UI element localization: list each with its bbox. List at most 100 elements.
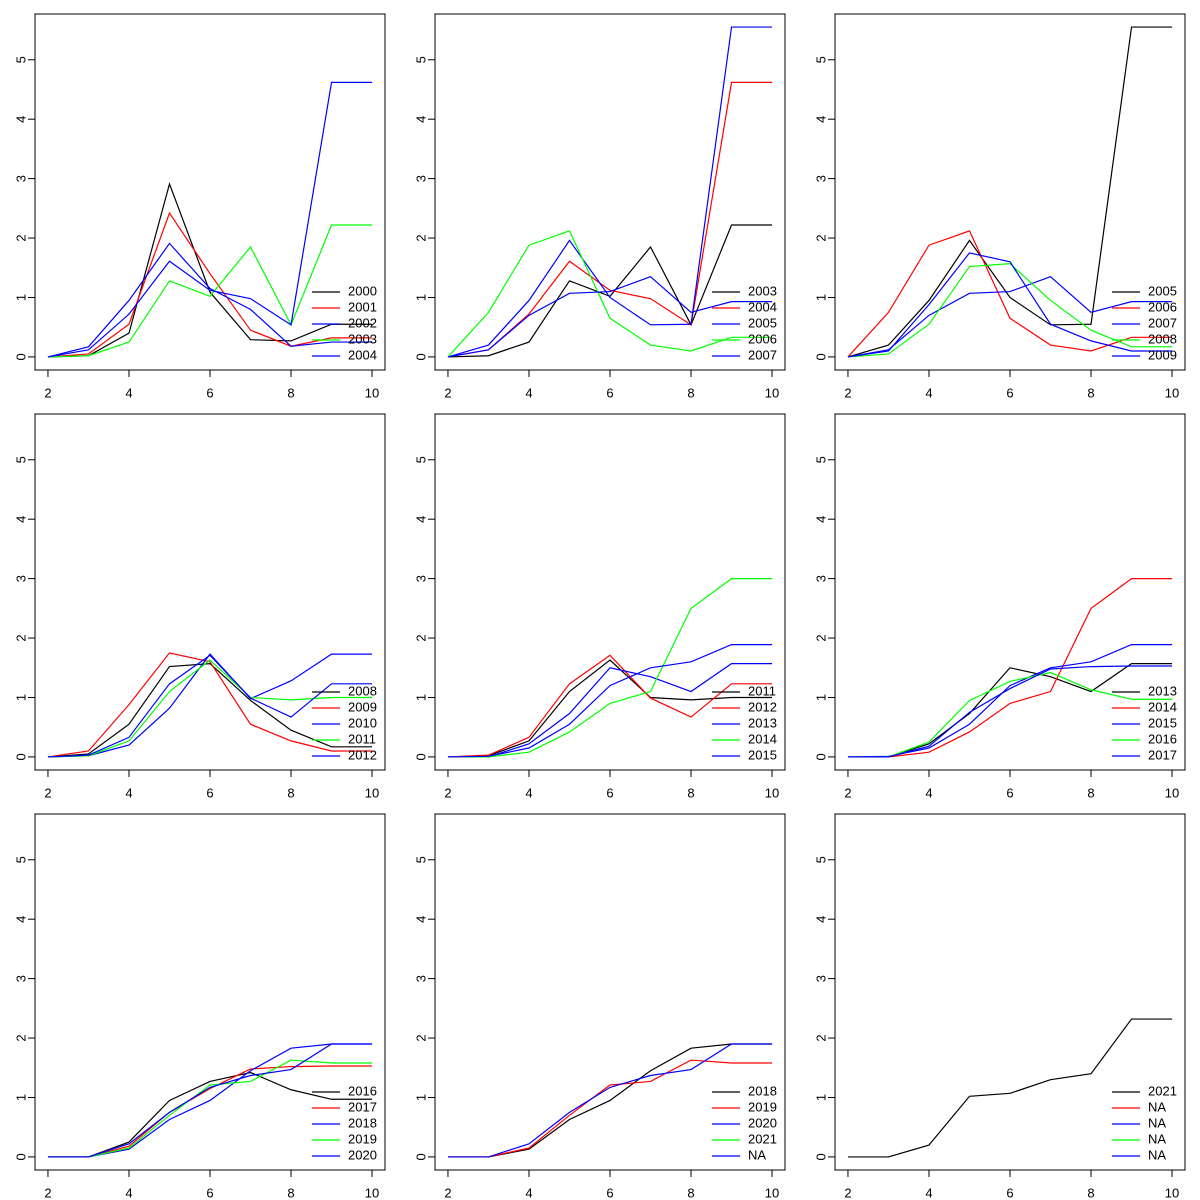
series-line <box>447 81 773 358</box>
legend-label: 2011 <box>748 683 776 698</box>
x-tick-label: 4 <box>925 385 932 400</box>
series-line <box>47 652 373 758</box>
series-line <box>447 643 773 758</box>
series-line <box>447 1043 773 1158</box>
x-tick-label: 6 <box>206 385 213 400</box>
x-tick-label: 8 <box>287 785 294 800</box>
legend-label: NA <box>1148 1147 1166 1162</box>
x-tick-label: 2 <box>444 385 451 400</box>
series-line <box>47 1059 373 1158</box>
legend-label: 2017 <box>1148 747 1177 762</box>
y-tick-label: 4 <box>813 916 828 923</box>
y-tick-label: 2 <box>13 1034 28 1041</box>
legend-label: 2003 <box>348 331 377 346</box>
series-line <box>47 1043 373 1158</box>
series-line <box>847 26 1173 358</box>
x-tick-label: 8 <box>1087 1185 1094 1200</box>
x-tick-label: 6 <box>606 785 613 800</box>
plot-box <box>434 413 786 771</box>
legend-label: 2004 <box>348 347 377 362</box>
y-tick-label: 3 <box>413 175 428 182</box>
y-tick-label: 5 <box>13 56 28 63</box>
x-tick-label: 10 <box>1165 785 1179 800</box>
series-line <box>47 182 373 358</box>
x-tick-label: 6 <box>1006 385 1013 400</box>
x-tick-label: 6 <box>1006 785 1013 800</box>
y-tick-label: 3 <box>413 975 428 982</box>
series-line <box>47 1065 373 1158</box>
legend-label: 2021 <box>1148 1083 1177 1098</box>
x-tick-label: 4 <box>125 785 132 800</box>
series-line <box>847 671 1173 758</box>
y-tick-label: 2 <box>413 634 428 641</box>
series-line <box>47 654 373 758</box>
series-line <box>447 659 773 758</box>
y-tick-label: 2 <box>813 1034 828 1041</box>
series-line <box>447 224 773 358</box>
series-line <box>847 262 1173 358</box>
x-tick-label: 10 <box>1165 1185 1179 1200</box>
legend-label: 2006 <box>748 331 777 346</box>
y-tick-label: 2 <box>813 634 828 641</box>
y-tick-label: 4 <box>13 916 28 923</box>
y-tick-label: 0 <box>813 1153 828 1160</box>
y-tick-label: 3 <box>13 175 28 182</box>
series-line <box>447 663 773 758</box>
legend-label: 2015 <box>748 747 777 762</box>
plot-box <box>834 13 1186 371</box>
y-tick-label: 2 <box>13 634 28 641</box>
y-tick-label: 1 <box>813 1094 828 1101</box>
series-line <box>47 653 373 758</box>
x-tick-label: 10 <box>765 785 779 800</box>
y-tick-label: 2 <box>813 234 828 241</box>
plot-box <box>834 813 1186 1171</box>
series-line <box>47 211 373 358</box>
x-tick-label: 4 <box>925 785 932 800</box>
x-tick-label: 8 <box>1087 785 1094 800</box>
x-tick-label: 6 <box>1006 1185 1013 1200</box>
x-tick-label: 8 <box>687 785 694 800</box>
x-tick-label: 10 <box>1165 385 1179 400</box>
y-tick-label: 3 <box>413 575 428 582</box>
legend-label: 2005 <box>748 315 777 330</box>
series-line <box>847 663 1173 758</box>
series-line <box>47 659 373 758</box>
y-tick-label: 0 <box>413 353 428 360</box>
legend-label: 2011 <box>348 731 376 746</box>
y-tick-label: 1 <box>813 694 828 701</box>
y-tick-label: 0 <box>13 753 28 760</box>
y-tick-label: 0 <box>813 753 828 760</box>
y-tick-label: 3 <box>813 975 828 982</box>
legend-label: 2005 <box>1148 283 1177 298</box>
series-line <box>47 81 373 358</box>
x-tick-label: 4 <box>125 385 132 400</box>
legend-label: 2001 <box>348 299 377 314</box>
series-line <box>847 578 1173 758</box>
series-line <box>447 654 773 758</box>
legend-label: 2002 <box>348 315 377 330</box>
x-tick-label: 6 <box>206 1185 213 1200</box>
series-line <box>447 1059 773 1158</box>
y-tick-label: 4 <box>13 116 28 123</box>
legend-label: 2020 <box>348 1147 377 1162</box>
plot-box <box>834 413 1186 771</box>
legend-label: 2012 <box>348 747 377 762</box>
legend-label: 2019 <box>348 1131 377 1146</box>
x-tick-label: 10 <box>765 385 779 400</box>
y-tick-label: 5 <box>13 456 28 463</box>
y-tick-label: 1 <box>13 294 28 301</box>
y-tick-label: 4 <box>413 516 428 523</box>
y-tick-label: 3 <box>813 175 828 182</box>
x-tick-label: 4 <box>525 385 532 400</box>
plot-box <box>34 813 386 1171</box>
series-line <box>847 252 1173 358</box>
y-tick-label: 4 <box>813 116 828 123</box>
